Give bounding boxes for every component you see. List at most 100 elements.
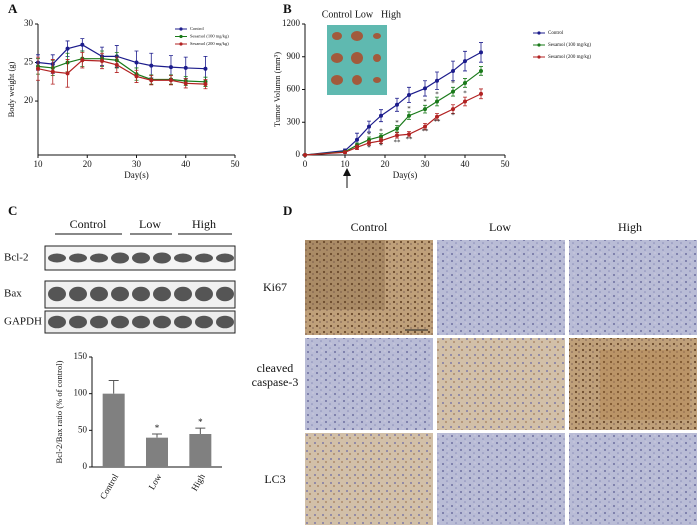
blot-row: Bcl-2 bbox=[4, 252, 28, 264]
annotation: * bbox=[463, 89, 467, 97]
band bbox=[90, 315, 108, 329]
band bbox=[174, 315, 192, 329]
band bbox=[90, 286, 108, 302]
point bbox=[100, 58, 105, 63]
y-tick-label: 0 bbox=[296, 149, 301, 159]
y-tick-label: 150 bbox=[74, 351, 88, 361]
point bbox=[65, 46, 70, 51]
band bbox=[216, 286, 234, 302]
legend-label: Sesamol (100 mg/kg) bbox=[190, 34, 229, 39]
y-axis-label: Body weight (g) bbox=[6, 61, 16, 117]
x-tick-label: 10 bbox=[341, 159, 351, 169]
panel-label: C bbox=[8, 203, 17, 218]
legend-label: Sesamol (200 mg/kg) bbox=[548, 55, 591, 60]
ihc-column: Low bbox=[489, 220, 511, 234]
point bbox=[463, 80, 467, 85]
point bbox=[435, 78, 439, 83]
annotation: * bbox=[435, 91, 439, 99]
annotation: * bbox=[451, 111, 455, 119]
point bbox=[203, 66, 208, 71]
band bbox=[174, 253, 192, 263]
series-line bbox=[304, 70, 482, 156]
point bbox=[183, 81, 188, 86]
series-line bbox=[37, 44, 206, 70]
band bbox=[132, 252, 150, 264]
panel-label: A bbox=[8, 1, 18, 16]
point bbox=[479, 68, 483, 73]
point bbox=[379, 134, 383, 139]
annotation: ** bbox=[434, 118, 442, 126]
band bbox=[90, 253, 108, 263]
point bbox=[343, 150, 347, 155]
band bbox=[111, 252, 129, 264]
x-tick-label: 30 bbox=[132, 159, 142, 169]
point bbox=[435, 99, 439, 104]
legend-label: Control bbox=[548, 31, 564, 36]
y-tick-label: 1200 bbox=[282, 18, 301, 28]
annotation: * bbox=[367, 131, 371, 139]
bands bbox=[48, 252, 234, 329]
band bbox=[69, 253, 87, 263]
legend-marker bbox=[179, 42, 183, 46]
band bbox=[132, 315, 150, 329]
band bbox=[153, 315, 171, 329]
y-tick-label: 50 bbox=[78, 424, 88, 434]
x-tick-label: 20 bbox=[83, 159, 93, 169]
x-tick-label: 40 bbox=[461, 159, 471, 169]
point bbox=[479, 91, 483, 96]
ihc-row: cleaved bbox=[257, 361, 294, 375]
point bbox=[395, 133, 399, 138]
point bbox=[134, 74, 139, 79]
band bbox=[48, 315, 66, 329]
point bbox=[451, 68, 455, 73]
legend-label: Sesamol (100 mg/kg) bbox=[548, 43, 591, 48]
point bbox=[80, 58, 85, 63]
y-tick-label: 0 bbox=[83, 461, 88, 471]
point bbox=[407, 132, 411, 137]
legend-marker bbox=[537, 55, 541, 59]
band bbox=[195, 286, 213, 302]
point bbox=[451, 89, 455, 94]
x-tick-label: High bbox=[189, 472, 207, 493]
legend-label: Control bbox=[190, 26, 205, 31]
legend-marker bbox=[179, 27, 183, 31]
band bbox=[216, 315, 234, 329]
point bbox=[367, 140, 371, 145]
annotation: ** bbox=[422, 128, 430, 136]
blot-row: Bax bbox=[4, 288, 22, 300]
y-tick-label: 25 bbox=[24, 57, 34, 67]
point bbox=[423, 124, 427, 129]
band bbox=[69, 286, 87, 302]
x-tick-label: Low bbox=[147, 472, 164, 492]
annotation: * bbox=[198, 417, 203, 427]
legend-label: Sesamol (200 mg/kg) bbox=[190, 41, 229, 46]
point bbox=[407, 92, 411, 97]
y-tick-label: 100 bbox=[74, 388, 88, 398]
annotation: ** bbox=[406, 135, 414, 143]
y-tick-label: 30 bbox=[24, 18, 34, 28]
legend-marker bbox=[179, 34, 183, 39]
point bbox=[355, 145, 359, 150]
inset-label: Low bbox=[355, 9, 374, 20]
annotation: * bbox=[423, 98, 427, 106]
band bbox=[195, 315, 213, 329]
point bbox=[451, 107, 455, 112]
layout bbox=[44, 25, 697, 525]
point bbox=[134, 60, 139, 65]
point bbox=[407, 113, 411, 118]
point bbox=[395, 102, 399, 107]
point bbox=[36, 66, 40, 71]
legend-marker bbox=[537, 43, 541, 47]
ihc-grid bbox=[305, 240, 697, 525]
point bbox=[423, 107, 427, 112]
band bbox=[69, 315, 87, 329]
annotation: * bbox=[395, 119, 399, 127]
y-tick-label: 20 bbox=[24, 95, 34, 105]
bar bbox=[146, 437, 168, 467]
point bbox=[395, 126, 399, 131]
point bbox=[435, 114, 439, 119]
y-tick-label: 300 bbox=[287, 116, 301, 126]
inset-label: Control bbox=[322, 9, 353, 20]
annotation: * bbox=[367, 144, 371, 152]
x-tick-label: 50 bbox=[501, 159, 511, 169]
